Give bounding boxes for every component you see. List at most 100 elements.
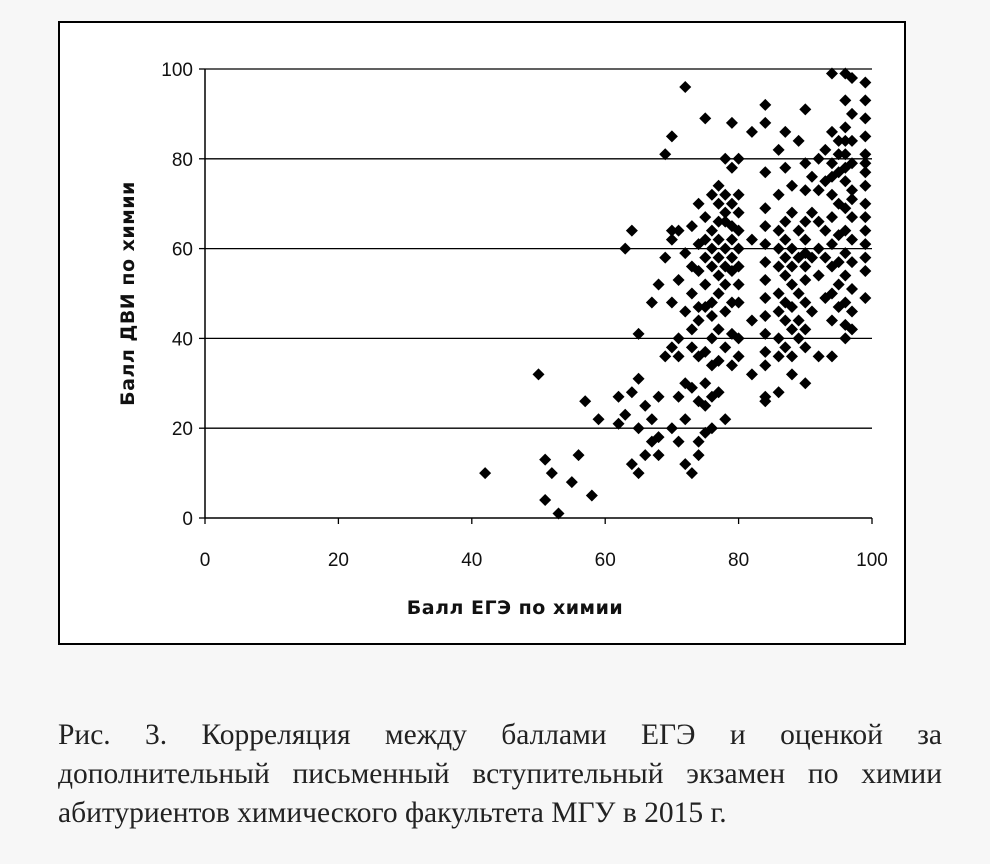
data-point — [839, 332, 852, 345]
data-point — [699, 399, 712, 412]
data-point — [745, 125, 758, 138]
data-point — [565, 476, 578, 489]
y-tick-label-60: 60 — [172, 240, 193, 261]
data-point — [819, 143, 832, 156]
data-point — [652, 390, 665, 403]
data-point — [719, 413, 732, 426]
x-tick-label-40: 40 — [461, 550, 482, 571]
data-point — [719, 278, 732, 291]
data-point — [699, 377, 712, 390]
data-point — [579, 395, 592, 408]
data-point — [625, 224, 638, 237]
data-point — [759, 256, 772, 269]
data-point — [832, 278, 845, 291]
data-point — [839, 269, 852, 282]
data-point — [799, 377, 812, 390]
data-point — [799, 296, 812, 309]
data-point — [659, 350, 672, 363]
data-point — [859, 251, 872, 264]
data-point — [732, 332, 745, 345]
data-point — [785, 206, 798, 219]
data-point — [592, 413, 605, 426]
data-point — [812, 242, 825, 255]
data-point — [832, 134, 845, 147]
data-point — [705, 188, 718, 201]
data-point — [839, 121, 852, 134]
data-point — [692, 314, 705, 327]
data-point — [685, 341, 698, 354]
data-point — [832, 148, 845, 161]
data-point — [759, 98, 772, 111]
data-point — [725, 359, 738, 372]
data-point — [685, 287, 698, 300]
data-point — [845, 283, 858, 296]
data-point — [812, 152, 825, 165]
data-point — [692, 435, 705, 448]
data-point — [712, 179, 725, 192]
data-point — [845, 305, 858, 318]
data-point — [705, 332, 718, 345]
data-point — [712, 354, 725, 367]
data-point — [825, 67, 838, 80]
data-point — [699, 278, 712, 291]
data-point — [725, 296, 738, 309]
data-point — [645, 296, 658, 309]
data-point — [745, 368, 758, 381]
data-point — [825, 287, 838, 300]
data-point — [725, 116, 738, 129]
data-point — [725, 161, 738, 174]
data-point — [759, 291, 772, 304]
data-point — [665, 341, 678, 354]
data-point — [692, 300, 705, 313]
data-point — [712, 197, 725, 210]
data-point — [692, 449, 705, 462]
data-point — [679, 413, 692, 426]
data-point — [839, 224, 852, 237]
data-point — [779, 251, 792, 264]
data-point — [665, 130, 678, 143]
data-point — [845, 107, 858, 120]
data-point — [672, 274, 685, 287]
data-point — [639, 449, 652, 462]
data-point — [772, 386, 785, 399]
data-point — [665, 233, 678, 246]
data-point — [759, 220, 772, 233]
data-point — [785, 278, 798, 291]
x-tick-label-20: 20 — [328, 550, 349, 571]
data-point — [825, 238, 838, 251]
data-point — [712, 251, 725, 264]
data-point — [759, 327, 772, 340]
data-point — [839, 247, 852, 260]
data-point — [732, 188, 745, 201]
data-point — [619, 242, 632, 255]
data-point — [845, 256, 858, 269]
data-point — [859, 94, 872, 107]
data-point — [859, 179, 872, 192]
data-point — [825, 125, 838, 138]
data-point — [805, 305, 818, 318]
data-point — [652, 449, 665, 462]
data-point — [772, 287, 785, 300]
scatter-chart: 0 20 40 60 80 100 0 20 40 60 80 100 Балл ЕГЭ по хим… — [117, 60, 888, 619]
data-point — [732, 152, 745, 165]
data-point — [699, 233, 712, 246]
data-point — [785, 260, 798, 273]
data-point — [539, 494, 552, 507]
data-point — [785, 368, 798, 381]
data-point — [799, 233, 812, 246]
x-tick-label-80: 80 — [728, 550, 749, 571]
data-point — [779, 341, 792, 354]
data-point — [845, 157, 858, 170]
data-point — [759, 309, 772, 322]
data-point — [759, 345, 772, 358]
data-point — [812, 269, 825, 282]
data-point — [772, 350, 785, 363]
data-point — [759, 166, 772, 179]
data-point — [845, 193, 858, 206]
data-point — [665, 296, 678, 309]
data-point — [799, 215, 812, 228]
data-point — [759, 238, 772, 251]
data-point — [612, 390, 625, 403]
figure-caption: Рис. 3. Корреляция между баллами ЕГЭ и о… — [58, 719, 942, 829]
data-point — [699, 211, 712, 224]
